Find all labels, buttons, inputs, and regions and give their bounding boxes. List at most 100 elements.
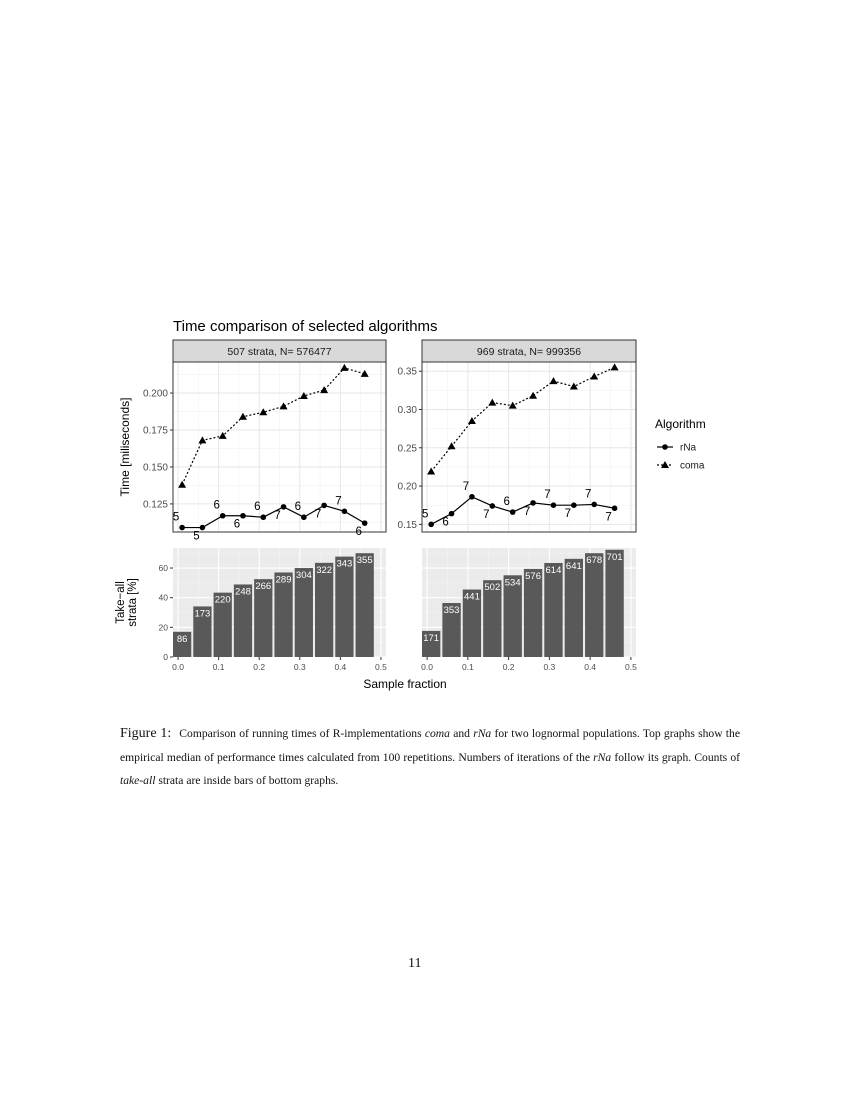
series-line-coma — [430, 366, 615, 472]
iteration-label: 6 — [234, 519, 240, 531]
iteration-label: 5 — [193, 531, 199, 543]
panel-bottom-left: 86 173 220 248 266 289 304 322 343 355 0 20 40 60 0.0 0… — [115, 548, 447, 691]
caption-italic: rNa — [473, 727, 492, 740]
series-line-rNa — [430, 496, 615, 525]
bar-count-label: 502 — [484, 582, 500, 593]
data-point-coma — [178, 480, 187, 488]
bar — [564, 558, 584, 657]
y-tick-label: 20 — [159, 622, 169, 632]
bar-count-label: 248 — [235, 586, 251, 597]
data-point-rna — [550, 502, 557, 508]
legend-title: Algorithm — [655, 417, 706, 431]
data-point-coma — [508, 401, 517, 409]
facet-strip-label: 507 strata, N= 576477 — [227, 346, 331, 358]
iteration-label: 7 — [315, 508, 321, 520]
data-point-rna — [509, 509, 516, 515]
y-tick-label: 0.125 — [143, 499, 168, 510]
iteration-label: 7 — [335, 495, 341, 507]
bar — [483, 580, 502, 657]
caption-text: and — [449, 727, 474, 740]
iteration-label: 6 — [355, 526, 361, 538]
bar-count-label: 614 — [546, 565, 562, 576]
data-point-rna — [469, 493, 475, 500]
bar — [294, 568, 313, 657]
bar — [523, 568, 543, 657]
figure-caption: Figure 1: Comparison of running times of … — [120, 722, 740, 793]
bar — [173, 631, 192, 657]
chart-title: Time comparison of selected algorithms — [173, 318, 438, 335]
bar — [254, 579, 273, 657]
bar-count-label: 289 — [276, 574, 292, 585]
panel-top-right: 969 strata, N= 999356 0.15 0.20 0.25 0.30 0.3… — [398, 339, 637, 533]
bar — [233, 584, 253, 657]
y-tick-label: 0.15 — [398, 520, 418, 531]
bar — [442, 603, 461, 657]
bar-count-label: 534 — [505, 577, 521, 588]
caption-text: follow its graph. Counts of — [611, 750, 740, 764]
iteration-label: 7 — [483, 509, 489, 521]
panel-border — [421, 361, 637, 533]
data-point-coma — [488, 398, 497, 406]
bar — [422, 630, 441, 657]
y-tick-label: 0.30 — [398, 405, 418, 416]
data-point-rna — [199, 524, 206, 531]
y-tick-label: 0.150 — [143, 462, 168, 473]
data-point-rna — [321, 502, 327, 509]
bar — [605, 549, 624, 657]
bar-count-label: 576 — [525, 571, 541, 582]
data-point-rna — [361, 520, 368, 526]
bar-count-label: 441 — [464, 592, 480, 603]
data-point-rna — [240, 512, 246, 519]
x-tick-label: 0.4 — [584, 662, 596, 672]
data-point-rna — [219, 512, 226, 519]
y-tick-label: 0.175 — [143, 426, 168, 437]
bar — [335, 556, 354, 657]
data-point-coma — [610, 363, 619, 371]
legend: Algorithm rNa coma — [655, 417, 706, 472]
y-tick-label: 0.20 — [398, 482, 418, 493]
data-point-coma — [467, 416, 476, 424]
iteration-label: 7 — [544, 489, 550, 501]
x-axis-label: Sample fraction — [363, 677, 446, 691]
bar-count-label: 266 — [255, 581, 271, 592]
y-axis-label-line: strata [%] — [127, 578, 139, 627]
x-tick-label: 0.5 — [375, 662, 387, 672]
data-point-coma — [218, 431, 227, 439]
iteration-label: 6 — [254, 501, 260, 513]
caption-text: for two lognormal populations. Top graph… — [120, 727, 740, 764]
iteration-label: 6 — [295, 501, 301, 513]
facet-strip-label: 969 strata, N= 999356 — [477, 346, 581, 358]
caption-text: Comparison of running times of R-impleme… — [179, 727, 425, 740]
y-axis-label-line: Take−all — [115, 581, 127, 624]
data-point-coma — [279, 402, 288, 410]
figure-chart: Time comparison of selected algorithms50… — [115, 318, 706, 691]
iteration-label: 5 — [173, 512, 179, 524]
data-point-rna — [428, 521, 434, 528]
bar-count-label: 86 — [177, 634, 188, 645]
data-point-rna — [591, 501, 598, 508]
data-point-rna — [341, 508, 348, 515]
bar — [355, 553, 374, 657]
y-tick-label: 40 — [159, 593, 169, 603]
x-tick-label: 0.0 — [172, 662, 184, 672]
x-tick-label: 0.1 — [213, 662, 225, 672]
caption-text: strata are inside bars of bottom graphs. — [155, 774, 339, 787]
bar — [274, 572, 293, 657]
bar-count-label: 701 — [607, 552, 623, 563]
iteration-label: 6 — [213, 500, 219, 512]
iteration-label: 5 — [422, 508, 428, 520]
data-point-coma — [360, 369, 369, 377]
data-point-rna — [489, 503, 496, 509]
bar-count-label: 353 — [444, 605, 460, 616]
x-tick-label: 0.3 — [543, 662, 555, 672]
legend-triangle-icon — [661, 461, 669, 468]
bar — [315, 562, 334, 657]
data-point-coma — [299, 392, 308, 399]
panel-top-left: 507 strata, N= 576477 0.125 0.150 0.175 0.20… — [118, 339, 387, 543]
bar-count-label: 171 — [423, 633, 439, 644]
bar — [462, 589, 482, 657]
bar-count-label: 304 — [296, 570, 312, 581]
x-tick-label: 0.2 — [503, 662, 515, 672]
caption-italic: rNa — [593, 750, 612, 764]
bar-count-label: 343 — [336, 559, 352, 570]
